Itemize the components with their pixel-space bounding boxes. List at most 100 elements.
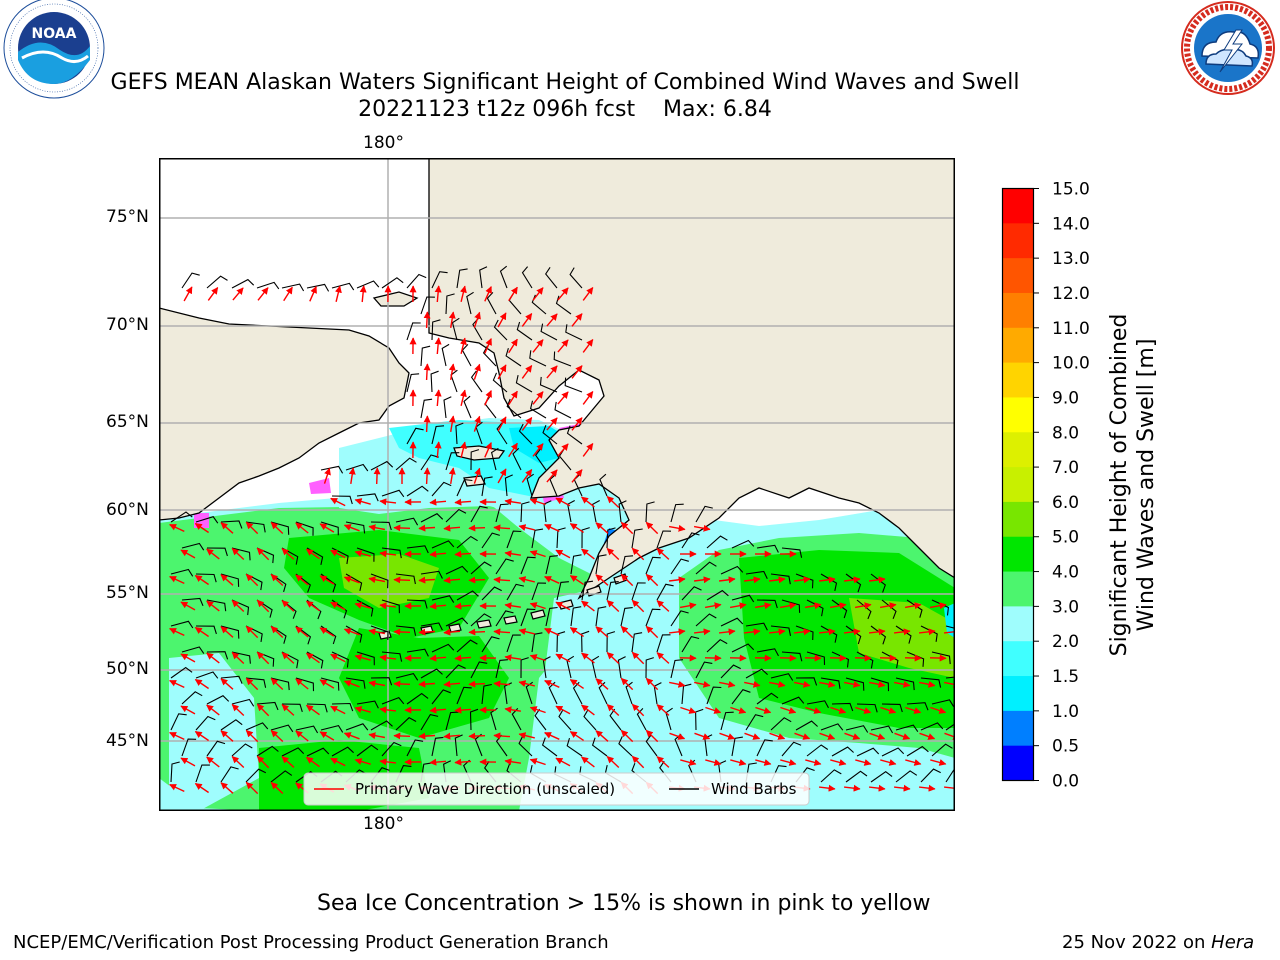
wind-barb [281, 747, 305, 757]
wind-barb [731, 689, 751, 705]
wind-barb [345, 677, 366, 689]
wave-direction-arrow [270, 729, 284, 743]
wave-direction-arrow [518, 732, 535, 739]
wave-direction-arrow [256, 755, 270, 769]
wave-direction-arrow [620, 625, 634, 639]
wave-direction-arrow [769, 680, 786, 688]
wind-barb [556, 581, 569, 601]
wind-barb [356, 547, 375, 562]
wind-barb [431, 481, 452, 497]
colorbar-tick-label: 10.0 [1052, 354, 1090, 374]
nws-logo-icon [1176, 0, 1280, 100]
wind-barb [781, 696, 805, 705]
wind-barb [564, 377, 583, 393]
wind-barb [645, 608, 661, 627]
lat-label-75: 75°N [106, 207, 149, 227]
wave-direction-arrow [755, 706, 772, 714]
wind-barb [581, 630, 590, 653]
wave-direction-arrow [454, 758, 472, 766]
wind-barb [845, 573, 862, 593]
wave-direction-arrow [544, 628, 560, 636]
wave-direction-arrow [581, 600, 595, 612]
wind-barb [795, 677, 818, 686]
wind-barb [456, 639, 478, 653]
wind-barb [520, 657, 529, 679]
wave-direction-arrow [529, 758, 546, 766]
colorbar-tick-label: 14.0 [1052, 214, 1090, 234]
wave-direction-arrow [719, 680, 736, 688]
wind-barb [381, 489, 405, 498]
wave-direction-arrow [484, 390, 492, 406]
wind-barb [470, 505, 488, 523]
wave-direction-arrow [521, 417, 533, 431]
legend-barb-label: Wind Barbs [711, 780, 797, 798]
wind-barb [770, 573, 791, 585]
wind-barb [470, 449, 480, 471]
wind-barb [170, 761, 180, 783]
wind-barb [631, 528, 643, 549]
wave-direction-arrow [645, 729, 659, 743]
wave-direction-arrow [343, 524, 360, 532]
colorbar-tick-label: 9.0 [1052, 388, 1079, 408]
wind-barb [583, 709, 597, 731]
wind-barb [795, 573, 814, 589]
wind-barb [695, 661, 713, 679]
wave-direction-arrow [546, 469, 558, 483]
wave-direction-arrow [880, 759, 897, 766]
wind-barb [895, 770, 918, 783]
colorbar-segment [1002, 745, 1034, 781]
wave-direction-arrow [855, 759, 872, 766]
wind-barb [356, 744, 379, 757]
wave-direction-arrow [804, 602, 822, 610]
wave-direction-arrow [754, 602, 772, 610]
colorbar-segment [1002, 536, 1034, 573]
wind-barb [456, 590, 479, 601]
wave-direction-arrow [606, 703, 620, 717]
wind-barb [541, 737, 558, 757]
wave-direction-arrow [194, 574, 209, 586]
wind-barb [795, 720, 818, 731]
wind-barb [170, 568, 194, 577]
wind-barb [591, 737, 608, 757]
wave-direction-arrow [694, 628, 711, 636]
wave-direction-arrow [454, 706, 472, 714]
wave-direction-arrow [220, 678, 234, 690]
wave-direction-arrow [620, 677, 634, 691]
wind-barb [706, 639, 728, 653]
wind-barb [756, 544, 779, 553]
wave-direction-arrow [220, 574, 234, 586]
wave-direction-arrow [869, 576, 886, 584]
wind-barb [881, 651, 899, 669]
wave-direction-arrow [620, 573, 634, 587]
wave-direction-arrow [270, 521, 284, 535]
wave-direction-arrow [730, 706, 747, 714]
wave-direction-arrow [343, 628, 360, 636]
wind-barb [770, 717, 792, 731]
wave-direction-arrow [944, 680, 955, 688]
wind-barb [529, 400, 547, 419]
wave-direction-arrow [368, 628, 386, 636]
wave-direction-arrow [894, 732, 911, 740]
wind-barb [431, 319, 441, 341]
wave-direction-arrow [497, 468, 507, 484]
wave-direction-arrow [595, 574, 609, 586]
wind-barb [420, 398, 433, 419]
colorbar-tick-label: 2.0 [1052, 632, 1079, 652]
wind-barb [220, 520, 243, 529]
wave-direction-arrow [418, 628, 436, 636]
colorbar-tick-label: 4.0 [1052, 563, 1079, 583]
wind-barb [670, 558, 689, 575]
wave-direction-arrow [305, 704, 320, 716]
wave-direction-arrow [869, 628, 886, 636]
wind-barb [618, 736, 633, 757]
wave-direction-arrow [905, 706, 922, 714]
wave-direction-arrow [330, 757, 346, 767]
wind-barb [430, 370, 439, 393]
wave-direction-arrow [379, 758, 397, 766]
wind-barb [420, 513, 444, 523]
wave-direction-arrow [423, 311, 431, 329]
wind-barb [856, 703, 878, 713]
wave-direction-arrow [305, 652, 320, 664]
wave-direction-arrow [418, 680, 436, 688]
wind-barb [486, 292, 497, 315]
